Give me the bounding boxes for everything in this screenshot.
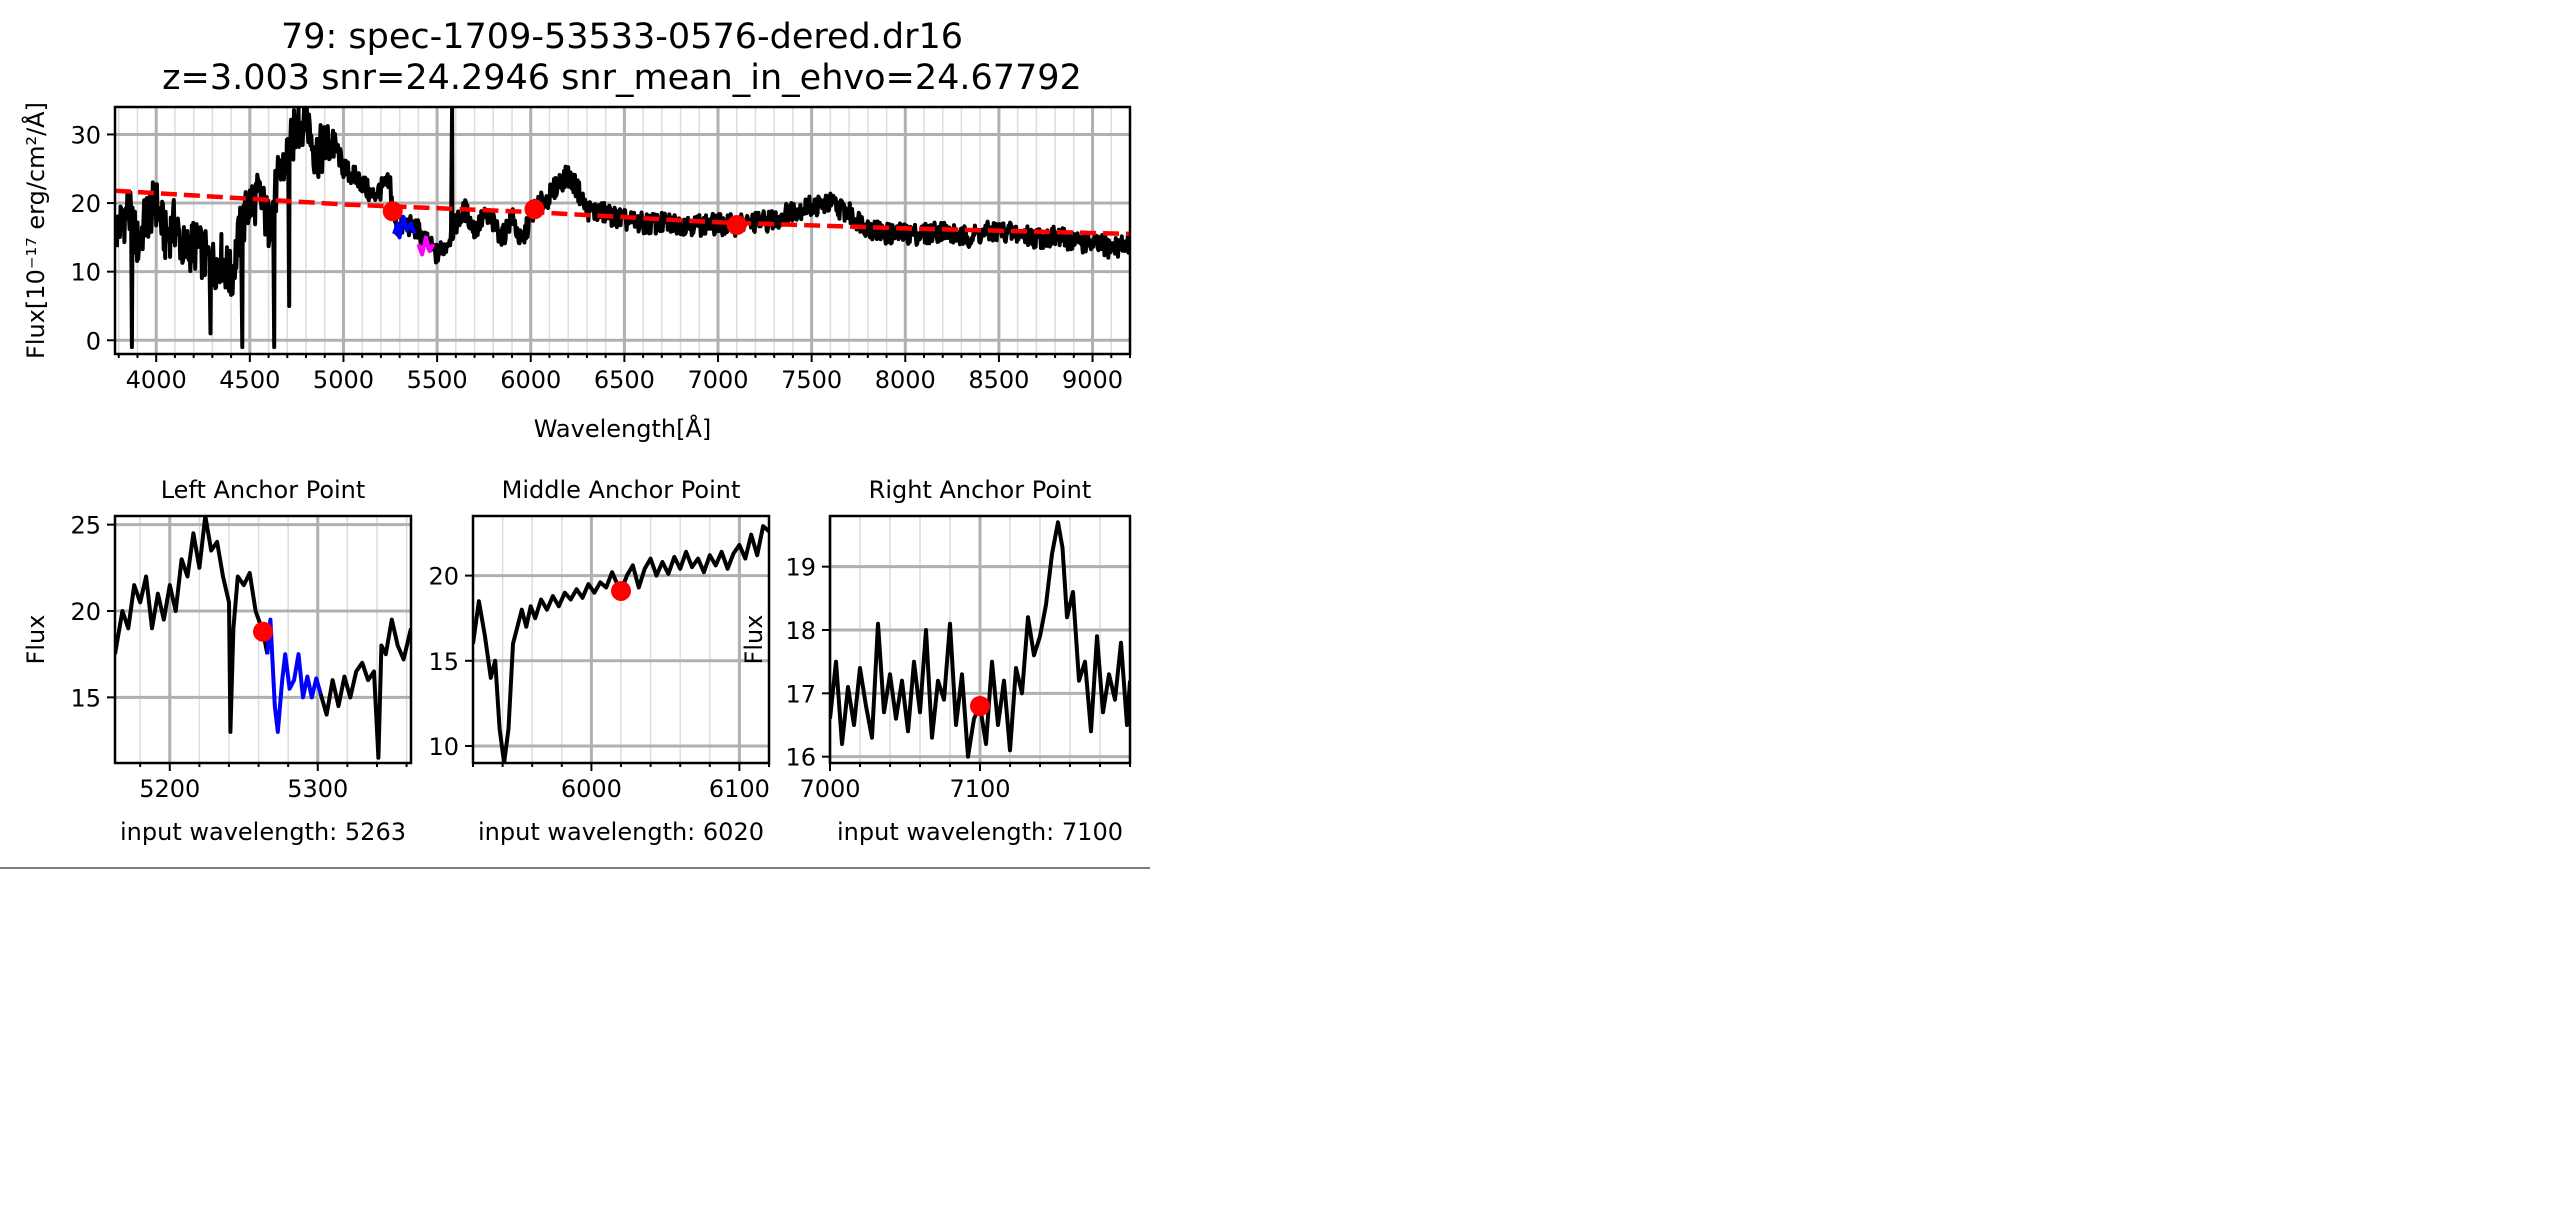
main-xtick-label: 7500 xyxy=(781,366,842,394)
right-xtick-label: 7100 xyxy=(949,775,1010,803)
main-xtick-label: 4500 xyxy=(219,366,280,394)
left-panel-title: Left Anchor Point xyxy=(161,476,366,504)
left-ytick-label: 20 xyxy=(70,598,101,626)
middle-x-axis-label: input wavelength: 6020 xyxy=(478,818,764,846)
middle-ytick-label: 10 xyxy=(428,733,459,761)
left-x-axis-label: input wavelength: 5263 xyxy=(120,818,406,846)
right-panel-title: Right Anchor Point xyxy=(869,476,1092,504)
right-anchor-panel: 7000 7100 16 17 18 19 Right Anchor Point input … xyxy=(740,476,1132,846)
figure-title-line2: z=3.003 snr=24.2946 snr_mean_in_ehvo=24.… xyxy=(162,58,1082,98)
middle-anchor-panel: 6000 6100 10 15 20 Middle Anchor Point input w… xyxy=(428,476,771,846)
main-continuum-fit-line xyxy=(115,188,1130,237)
left-xtick-label: 5300 xyxy=(287,775,348,803)
main-ytick-label: 30 xyxy=(70,121,101,149)
main-ytick-label: 0 xyxy=(86,327,101,355)
main-anchor-point xyxy=(726,215,747,236)
main-ytick-label: 20 xyxy=(70,190,101,218)
main-axes-frame xyxy=(113,105,1132,356)
left-anchor-point xyxy=(253,621,273,642)
main-xtick-label: 8000 xyxy=(875,366,936,394)
right-ytick-label: 16 xyxy=(785,744,816,772)
main-spectrum-panel: 4000 4500 5000 5500 6000 6500 7000 7500 8000 8500… xyxy=(21,102,1132,443)
main-anchor-point xyxy=(382,201,403,222)
figure-title-line1: 79: spec-1709-53533-0576-dered.dr16 xyxy=(281,17,963,57)
main-xtick-label: 6000 xyxy=(500,366,561,394)
middle-axes-frame xyxy=(471,514,771,765)
left-spectrum-line xyxy=(115,516,270,734)
main-xtick-label: 4000 xyxy=(126,366,187,394)
middle-ytick-label: 20 xyxy=(428,563,459,591)
main-xtick-label: 9000 xyxy=(1062,366,1123,394)
left-xtick-label: 5200 xyxy=(139,775,200,803)
right-y-axis-label: Flux xyxy=(740,615,768,665)
middle-xtick-label: 6000 xyxy=(561,775,622,803)
main-blue-region-line xyxy=(392,214,417,240)
right-spectrum-line xyxy=(830,520,1130,759)
main-xtick-label: 5000 xyxy=(313,366,374,394)
middle-ytick-label: 15 xyxy=(428,648,459,676)
main-magenta-region-line xyxy=(416,235,436,257)
main-y-axis-label: Flux[10⁻¹⁷ erg/cm²/Å] xyxy=(21,102,50,359)
right-anchor-point xyxy=(970,696,990,716)
right-ytick-label: 18 xyxy=(785,617,816,645)
main-x-axis-label: Wavelength[Å] xyxy=(534,414,712,443)
main-anchor-point xyxy=(524,199,545,220)
right-ytick-label: 17 xyxy=(785,680,816,708)
main-xtick-label: 5500 xyxy=(407,366,468,394)
middle-anchor-point xyxy=(611,580,631,601)
left-axes-frame xyxy=(113,514,413,765)
left-ytick-label: 25 xyxy=(70,512,101,540)
left-anchor-panel: 5200 5300 15 20 25 Left Anchor Point input wav… xyxy=(22,476,413,846)
middle-panel-title: Middle Anchor Point xyxy=(502,476,741,504)
middle-spectrum-line xyxy=(473,524,769,763)
left-y-axis-label: Flux xyxy=(22,615,50,665)
right-axes-frame xyxy=(828,514,1132,765)
left-spectrum-tail-line xyxy=(318,617,411,760)
main-xtick-label: 7000 xyxy=(687,366,748,394)
left-blue-region-line xyxy=(265,617,323,734)
left-ytick-label: 15 xyxy=(70,684,101,712)
main-ytick-label: 10 xyxy=(70,259,101,287)
right-ytick-label: 19 xyxy=(785,554,816,582)
main-xtick-label: 6500 xyxy=(594,366,655,394)
main-xtick-label: 8500 xyxy=(968,366,1029,394)
main-spectrum-line xyxy=(115,107,1130,350)
right-x-axis-label: input wavelength: 7100 xyxy=(837,818,1123,846)
middle-xtick-label: 6100 xyxy=(709,775,770,803)
right-xtick-label: 7000 xyxy=(799,775,860,803)
